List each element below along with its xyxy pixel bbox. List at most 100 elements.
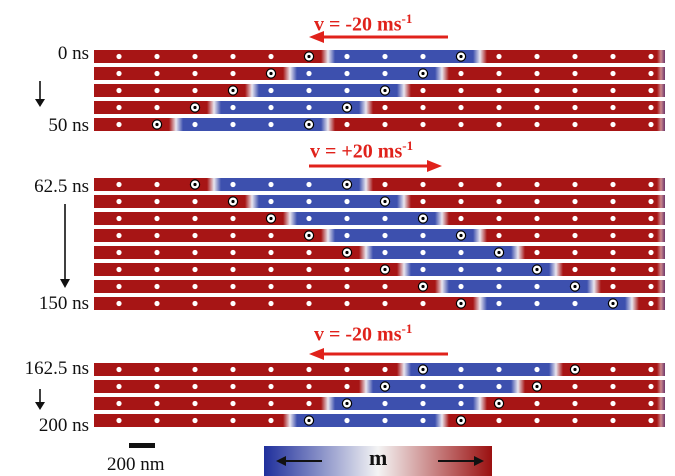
pinning-site <box>344 87 350 94</box>
pinning-site <box>344 198 350 205</box>
pinned-site-core <box>307 418 311 423</box>
velocity-text-2: v = +20 ms <box>310 140 403 163</box>
pinning-site <box>306 181 312 188</box>
pinned-site-core <box>421 367 425 372</box>
pinning-site <box>344 232 350 239</box>
pinning-site <box>420 121 426 128</box>
scale-bar-label: 200 nm <box>107 454 165 475</box>
velocity-label-1: v = -20 ms-1 <box>314 11 412 37</box>
pinned-site-core <box>459 233 463 238</box>
pinning-site <box>116 266 122 273</box>
pinning-site <box>382 366 388 373</box>
pinning-site <box>382 417 388 424</box>
pinning-site <box>192 53 198 60</box>
domain-wall-right <box>473 50 487 63</box>
pinned-site-core <box>231 199 235 204</box>
pinning-site <box>458 366 464 373</box>
strip-edge <box>657 263 665 276</box>
domain-wall-left <box>245 195 259 208</box>
pinning-site <box>116 417 122 424</box>
time-label-62ns: 62.5 ns <box>34 176 89 197</box>
pinning-site <box>610 215 616 222</box>
reversed-domain <box>404 363 556 376</box>
pinning-site <box>496 53 502 60</box>
pinning-site <box>192 300 198 307</box>
pinning-site <box>534 400 540 407</box>
velocity-arrow-1 <box>309 31 448 43</box>
domain-wall-right <box>511 380 525 393</box>
time-label-150ns: 150 ns <box>38 293 89 314</box>
pinning-site <box>192 366 198 373</box>
pinning-site <box>268 198 274 205</box>
pinning-site <box>154 70 160 77</box>
domain-wall-left <box>359 380 373 393</box>
pinning-site <box>534 53 540 60</box>
pinning-site <box>458 70 464 77</box>
pinning-site <box>268 121 274 128</box>
pinned-site-core <box>193 105 197 110</box>
pinning-site <box>154 283 160 290</box>
pinned-site-core <box>497 401 501 406</box>
pinning-site <box>344 266 350 273</box>
velocity-arrowhead <box>309 348 324 360</box>
pinning-site <box>420 383 426 390</box>
pinned-site-core <box>421 216 425 221</box>
pinning-site <box>496 215 502 222</box>
pinning-site <box>116 383 122 390</box>
pinning-site <box>572 70 578 77</box>
strip-edge <box>657 178 665 191</box>
strip-g2-5 <box>94 246 665 259</box>
pinned-site-core <box>421 71 425 76</box>
arrow-right-icon <box>474 456 484 466</box>
pinning-site <box>116 400 122 407</box>
pinning-site <box>382 232 388 239</box>
pinning-site <box>610 366 616 373</box>
pinned-site-core <box>611 301 615 306</box>
pinning-site <box>458 104 464 111</box>
pinning-site <box>306 400 312 407</box>
pinned-site-core <box>345 250 349 255</box>
strip-g3-2 <box>94 380 665 393</box>
pinning-site <box>648 70 654 77</box>
pinning-site <box>496 417 502 424</box>
pinning-site <box>610 198 616 205</box>
pinning-site <box>420 400 426 407</box>
strip-edge <box>657 363 665 376</box>
pinning-site <box>230 366 236 373</box>
pinning-site <box>344 121 350 128</box>
pinning-site <box>648 87 654 94</box>
strip-g1-3 <box>94 84 665 97</box>
pinning-site <box>230 249 236 256</box>
pinning-site <box>154 300 160 307</box>
domain-wall-left <box>321 397 335 410</box>
pinning-site <box>306 249 312 256</box>
pinning-site <box>648 232 654 239</box>
pinning-site <box>496 300 502 307</box>
pinning-site <box>268 87 274 94</box>
pinning-site <box>420 417 426 424</box>
pinning-site <box>458 249 464 256</box>
pinning-site <box>344 53 350 60</box>
domain-wall-left <box>207 101 221 114</box>
pinning-site <box>382 215 388 222</box>
pinning-site <box>458 87 464 94</box>
pinned-site-core <box>193 182 197 187</box>
pinning-site <box>572 400 578 407</box>
pinning-site <box>382 121 388 128</box>
strip-edge <box>657 380 665 393</box>
pinning-site <box>230 104 236 111</box>
domain-wall-left <box>321 50 335 63</box>
pinning-site <box>420 266 426 273</box>
pinning-site <box>572 87 578 94</box>
reversed-domain <box>290 212 442 225</box>
pinning-site <box>648 366 654 373</box>
pinned-site-core <box>307 233 311 238</box>
pinned-site-core <box>535 384 539 389</box>
pinning-site <box>268 366 274 373</box>
pinning-site <box>534 215 540 222</box>
pinning-site <box>268 417 274 424</box>
strip-edge <box>657 280 665 293</box>
time-arrow-3-head <box>35 402 45 410</box>
pinning-site <box>458 283 464 290</box>
velocity-arrows <box>309 31 448 360</box>
